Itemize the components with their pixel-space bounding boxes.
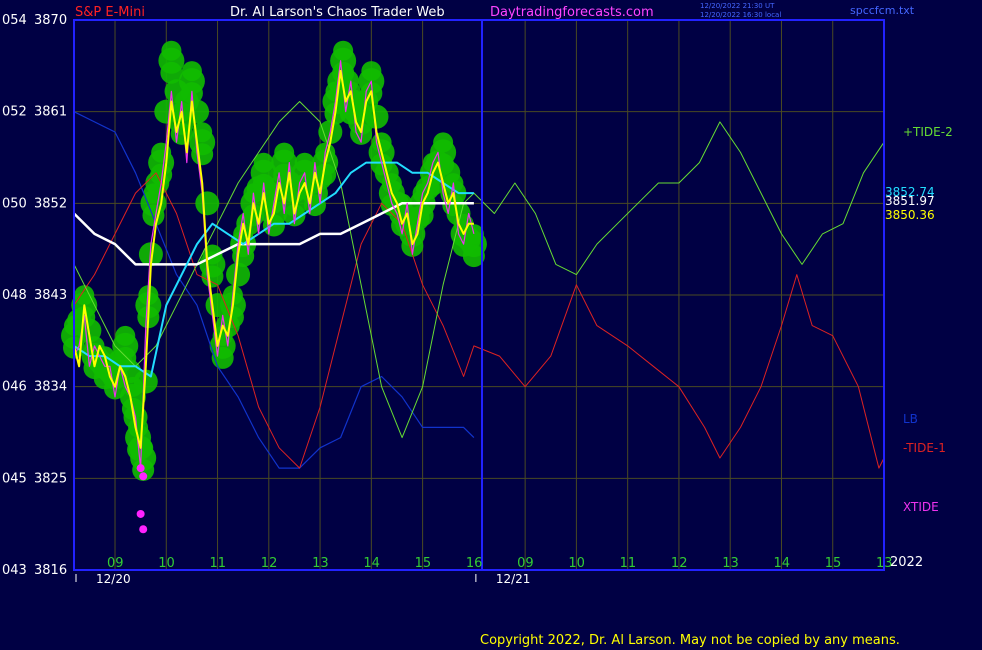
x-hour-label: 09	[517, 556, 534, 571]
legend-lb: LB	[903, 412, 918, 426]
y-tick-code: 046	[2, 380, 27, 395]
filename-label: spccfcm.txt	[850, 4, 915, 17]
glow-blob	[283, 204, 306, 227]
glow-blob	[191, 143, 214, 166]
glow-blob	[74, 285, 95, 306]
glow-blob	[462, 245, 485, 268]
year-label: 2022	[890, 555, 923, 570]
legend-tide2: +TIDE-2	[903, 125, 953, 139]
glow-blob	[364, 104, 389, 129]
last-value-yellow: 3850.36	[885, 208, 935, 222]
y-tick-code: 045	[2, 471, 27, 486]
glow-blob	[160, 61, 183, 84]
y-tick-price: 3870	[34, 13, 67, 28]
copyright-notice: Copyright 2022, Dr. Al Larson. May not b…	[480, 633, 900, 648]
y-tick-code: 052	[2, 105, 27, 120]
instrument-label: S&P E-Mini	[75, 5, 145, 20]
x-hour-label: 13	[312, 556, 329, 571]
glow-blob	[294, 152, 315, 173]
x-hour-label: 15	[825, 556, 842, 571]
glow-blob	[333, 40, 354, 61]
glow-blob	[133, 437, 154, 458]
x-hour-label: 14	[773, 556, 790, 571]
x-hour-label: 14	[363, 556, 380, 571]
glow-blob	[433, 132, 454, 153]
x-hour-label: 12	[671, 556, 688, 571]
y-tick-code: 050	[2, 196, 27, 211]
x-hour-label: 13	[876, 556, 893, 571]
x-hour-label: 12	[261, 556, 278, 571]
y-tick-price: 3825	[34, 471, 67, 486]
glow-blob	[381, 173, 402, 194]
glow-blob	[150, 163, 173, 186]
glow-blob	[314, 163, 337, 186]
x-hour-label: 15	[415, 556, 432, 571]
x-hour-label: 13	[722, 556, 739, 571]
timestamp-ut: 12/20/2022 21:30 UT	[700, 2, 775, 10]
glow-blob	[411, 204, 434, 227]
glow-blob	[262, 214, 285, 237]
x-hour-label: 10	[568, 556, 585, 571]
x-date-label: 12/21	[496, 572, 531, 586]
axis-layer: 043 3816 045 3825 046 3834 048 3843 050 3852 052 38…	[2, 13, 893, 586]
low-marker	[136, 509, 145, 518]
site-title: Dr. Al Larson's Chaos Trader Web	[230, 5, 445, 20]
tide1-line	[73, 172, 885, 469]
y-tick-price: 3834	[34, 380, 67, 395]
series-layer	[73, 60, 885, 534]
white-ma-line	[73, 202, 474, 266]
glow-blob	[195, 191, 220, 216]
last-value-cyan: 3852.74	[885, 185, 935, 199]
y-tick-price: 3816	[34, 563, 67, 578]
glow-blob	[161, 40, 182, 61]
low-marker	[136, 464, 145, 473]
glow-blob	[181, 61, 202, 82]
plot-frame	[73, 19, 885, 571]
low-marker	[139, 472, 148, 481]
glow-blob	[463, 224, 484, 245]
glow-blob	[232, 245, 255, 268]
grid-layer	[74, 20, 884, 570]
y-tick-price: 3852	[34, 196, 67, 211]
x-hour-label: 10	[158, 556, 175, 571]
glow-blob	[115, 325, 136, 346]
glow-blob	[274, 142, 295, 163]
x-date-label: 12/20	[96, 572, 131, 586]
legend-xtide: XTIDE	[903, 500, 939, 514]
glow-blob	[185, 99, 210, 124]
x-hour-label: 11	[620, 556, 637, 571]
x-hour-label: 16	[466, 556, 483, 571]
y-tick-code: 043	[2, 563, 27, 578]
glow-blob	[226, 262, 251, 287]
price-line	[73, 69, 474, 449]
last-value-white: 3851.97	[885, 194, 935, 208]
glow-blob	[138, 285, 159, 306]
legend-tide1: -TIDE-1	[903, 441, 946, 455]
y-tick-price: 3843	[34, 288, 67, 303]
glow-blob	[401, 234, 424, 257]
lb-line	[73, 111, 475, 469]
glow-blob	[142, 204, 165, 227]
y-tick-code: 054	[2, 13, 27, 28]
glow-blob	[138, 242, 163, 267]
x-hour-label: 11	[210, 556, 227, 571]
glow-blob	[201, 265, 224, 288]
y-tick-price: 3861	[34, 105, 67, 120]
glow-blob	[361, 61, 382, 82]
glow-blob	[253, 152, 274, 173]
timestamp-local: 12/20/2022 16:30 local	[700, 11, 781, 19]
glow-blob	[221, 306, 244, 329]
site-url[interactable]: Daytradingforecasts.com	[490, 5, 654, 20]
cyan-ma-line	[73, 161, 474, 378]
x-hour-label: 09	[107, 556, 124, 571]
low-marker	[139, 525, 148, 534]
y-tick-code: 048	[2, 288, 27, 303]
